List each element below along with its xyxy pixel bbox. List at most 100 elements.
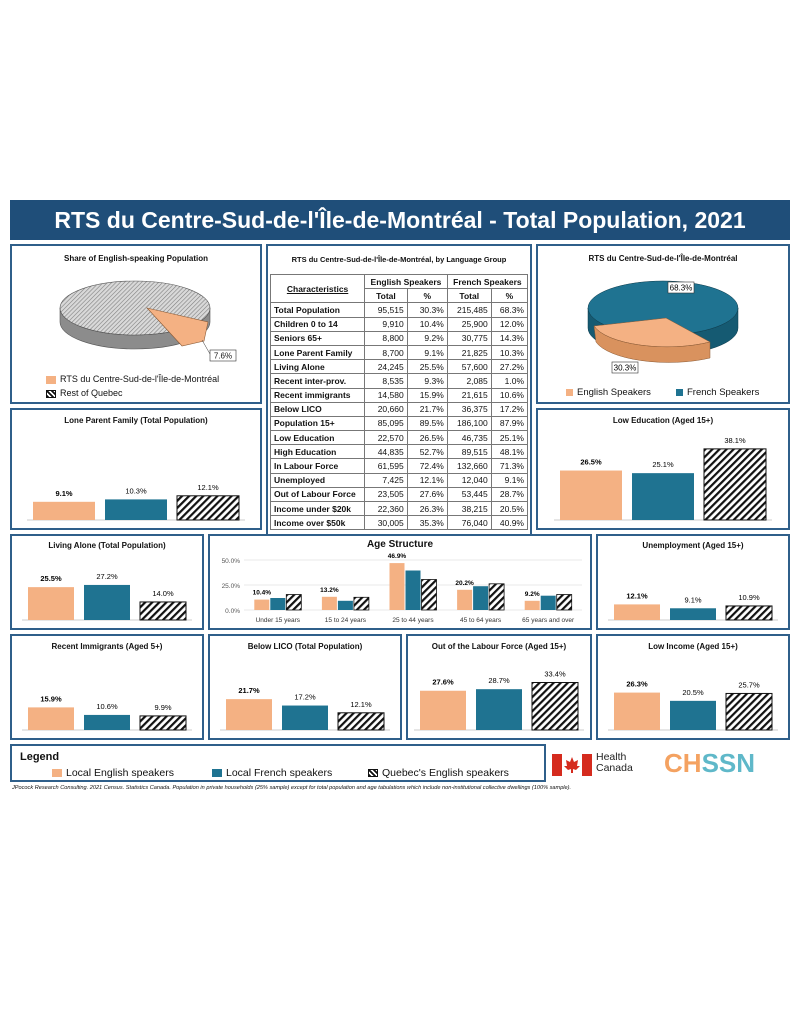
age-category: 15 to 24 years — [325, 617, 367, 624]
bar-label-1: 9.1% — [684, 595, 701, 604]
bar-label-0: 27.6% — [432, 678, 454, 687]
cell-fp: 10.3% — [490, 344, 529, 361]
table-row: Recent immigrants 14,580 15.9% 21,615 10.6% — [269, 387, 529, 403]
cell-fp: 20.5% — [490, 500, 529, 517]
cell-fp: 17.2% — [490, 401, 529, 417]
bar-label-1: 27.2% — [96, 572, 118, 581]
cell-et: 20,660 — [364, 401, 408, 417]
cell-ep: 35.3% — [406, 515, 448, 531]
cell-fp: 12.0% — [490, 316, 529, 332]
cell-et: 22,570 — [364, 430, 408, 446]
age-chart: 50.0% 25.0% 0.0% 10.4% Under 15 years 13.2% 15… — [222, 553, 582, 624]
cell-c: Children 0 to 14 — [269, 316, 366, 332]
cell-ft: 2,085 — [446, 373, 492, 389]
cell-ft: 21,825 — [446, 344, 492, 361]
cell-et: 8,700 — [364, 344, 408, 361]
table-panel: RTS du Centre-Sud-de-l'Île-de-Montréal, … — [266, 244, 532, 590]
cell-ep: 12.1% — [406, 472, 448, 488]
cell-ep: 9.1% — [406, 344, 448, 361]
bar-1 — [670, 608, 716, 620]
stats-table: Characteristics English Speakers French … — [269, 273, 529, 531]
table-row: Living Alone 24,245 25.5% 57,600 27.2% — [269, 359, 529, 375]
cell-et: 22,360 — [364, 500, 408, 517]
share-legend-1: RTS du Centre-Sud-de-l'Île-de-Montréal — [46, 374, 219, 384]
bar-label-0: 26.5% — [580, 458, 602, 467]
bar-2 — [531, 681, 579, 731]
low-income-chart: 26.3% 20.5% 25.7% — [608, 680, 778, 731]
cell-et: 24,245 — [364, 359, 408, 375]
cell-c: Low Education — [269, 430, 366, 446]
share-pie-title: Share of English-speaking Population — [63, 254, 208, 263]
cell-c: Recent immigrants — [269, 387, 366, 403]
living-alone-panel: Living Alone (Total Population) 25.5% 27.2… — [10, 534, 204, 630]
age-bar — [524, 600, 540, 610]
bar-1 — [670, 700, 716, 730]
bar-0 — [226, 699, 272, 730]
bar-0 — [420, 690, 466, 730]
age-category: 65 years and over — [522, 617, 575, 624]
cell-ft: 36,375 — [446, 401, 492, 417]
age-ytick: 50.0% — [222, 558, 241, 565]
bar-0 — [28, 707, 74, 730]
cell-c: Out of Labour Force — [269, 486, 366, 503]
age-bar — [421, 579, 437, 611]
bar-2 — [337, 712, 385, 731]
bar-label-1: 20.5% — [682, 688, 704, 697]
cell-ep: 9.2% — [406, 330, 448, 346]
legend-quebec: Quebec's English speakers — [368, 767, 509, 779]
table-row: Children 0 to 14 9,910 10.4% 25,900 12.0% — [269, 316, 529, 332]
cell-et: 61,595 — [364, 458, 408, 474]
bar-label-1: 10.6% — [96, 702, 118, 711]
table-row: Out of Labour Force 23,505 27.6% 53,445 28.7… — [269, 486, 529, 503]
age-category: 45 to 64 years — [460, 617, 502, 624]
cell-et: 85,095 — [364, 415, 408, 432]
cell-c: Income over $50k — [269, 515, 366, 531]
cell-et: 7,425 — [364, 472, 408, 488]
cell-et: 8,800 — [364, 330, 408, 346]
unemployment-title: Unemployment (Aged 15+) — [642, 541, 744, 550]
cell-fp: 27.2% — [490, 359, 529, 375]
age-bar-label: 10.4% — [253, 590, 272, 597]
cell-ep: 26.5% — [406, 430, 448, 446]
living-alone-chart: 25.5% 27.2% 14.0% — [22, 572, 192, 621]
lico-panel: Below LICO (Total Population) 21.7% 17.2% 1… — [208, 634, 402, 740]
lone-parent-panel: Lone Parent Family (Total Population) 9.1… — [10, 408, 262, 530]
legend-french: Local French speakers — [212, 767, 332, 779]
age-category: 25 to 44 years — [392, 617, 434, 624]
bar-label-2: 10.9% — [738, 593, 760, 602]
cell-fp: 40.9% — [490, 515, 529, 531]
cell-fp: 48.1% — [490, 444, 529, 460]
cell-c: High Education — [269, 444, 366, 460]
immigrants-chart: 15.9% 10.6% 9.9% — [22, 694, 192, 731]
legend-panel: Legend Local English speakers Local Fren… — [10, 744, 546, 782]
age-panel: Age Structure 50.0% 25.0% 0.0% 10.4% Under 15… — [208, 534, 592, 630]
cell-c: Lone Parent Family — [269, 344, 366, 361]
age-bar-label: 20.2% — [455, 580, 474, 587]
bar-0 — [33, 501, 95, 520]
col-english: English Speakers — [364, 273, 448, 290]
page-title: RTS du Centre-Sud-de-l'Île-de-Montréal -… — [10, 200, 790, 240]
table-row: Low Education 22,570 26.5% 46,735 25.1% — [269, 430, 529, 446]
lang-pie-panel: RTS du Centre-Sud-de-l'Île-de-Montréal 6… — [536, 244, 790, 404]
cell-ep: 15.9% — [406, 387, 448, 403]
age-category: Under 15 years — [256, 617, 301, 624]
share-pie-label: 7.6% — [214, 352, 232, 361]
table-row: Total Population 95,515 30.3% 215,485 68.3% — [269, 302, 529, 318]
chssn-logo: CHSSN — [664, 748, 756, 778]
cell-ft: 21,615 — [446, 387, 492, 403]
living-alone-title: Living Alone (Total Population) — [48, 541, 166, 550]
age-title: Age Structure — [366, 539, 434, 550]
cell-c: Living Alone — [269, 359, 366, 375]
table-row: Population 15+ 85,095 89.5% 186,100 87.9% — [269, 415, 529, 432]
bar-0 — [28, 587, 74, 620]
cell-ep: 27.6% — [406, 486, 448, 503]
cell-fp: 9.1% — [490, 472, 529, 488]
cell-fp: 10.6% — [490, 387, 529, 403]
lang-pie-title: RTS du Centre-Sud-de-l'Île-de-Montréal — [588, 254, 738, 263]
lico-chart: 21.7% 17.2% 12.1% — [220, 686, 390, 731]
cell-ep: 30.3% — [406, 302, 448, 318]
cell-c: Total Population — [269, 302, 366, 318]
cell-et: 14,580 — [364, 387, 408, 403]
cell-c: Recent inter-prov. — [269, 373, 366, 389]
low-edu-title: Low Education (Aged 15+) — [612, 416, 714, 425]
